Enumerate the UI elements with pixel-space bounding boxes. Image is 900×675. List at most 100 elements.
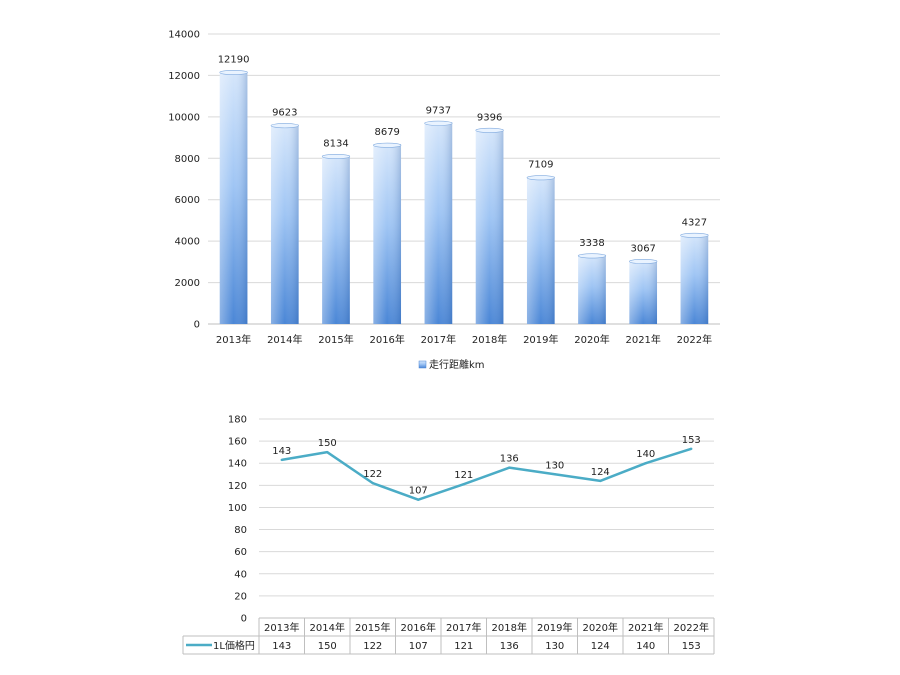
data-label: 107 bbox=[409, 486, 428, 497]
data-label: 153 bbox=[682, 435, 701, 446]
y-tick-label: 0 bbox=[241, 614, 247, 625]
table-value-cell: 107 bbox=[409, 641, 428, 652]
x-tick-label: 2020年 bbox=[574, 333, 609, 346]
data-label: 8679 bbox=[374, 127, 399, 138]
y-tick-label: 140 bbox=[228, 459, 247, 470]
y-tick-label: 60 bbox=[234, 547, 247, 558]
bar-chart-legend: 走行距離km bbox=[418, 358, 485, 371]
x-tick-label: 2018年 bbox=[472, 333, 507, 346]
bar-shade bbox=[680, 234, 709, 324]
data-label: 3067 bbox=[630, 243, 655, 254]
data-label: 121 bbox=[454, 470, 473, 481]
data-label: 12190 bbox=[218, 54, 250, 65]
table-header-cell: 2018年 bbox=[492, 621, 527, 634]
price-line bbox=[281, 447, 692, 501]
data-point bbox=[508, 466, 511, 469]
bar-shade bbox=[578, 254, 606, 324]
table-value-cell: 130 bbox=[545, 641, 564, 652]
table-value-cell: 122 bbox=[363, 641, 382, 652]
bar-cap bbox=[219, 69, 248, 75]
bar-cap bbox=[424, 120, 453, 126]
distance-bar-chart: 0 2000 4000 6000 8000 10000 12000 14000 12190 96… bbox=[168, 30, 720, 371]
x-tick-label: 2017年 bbox=[421, 333, 456, 346]
bar-cap bbox=[373, 142, 402, 148]
data-label: 9623 bbox=[272, 108, 297, 119]
y-tick-label: 4000 bbox=[175, 237, 200, 248]
data-point bbox=[417, 498, 420, 501]
y-tick-label: 180 bbox=[228, 415, 247, 426]
x-tick-label: 2016年 bbox=[369, 333, 404, 346]
x-tick-label: 2015年 bbox=[318, 333, 353, 346]
legend-label: 1L価格円 bbox=[213, 639, 255, 652]
data-label: 3338 bbox=[579, 238, 604, 249]
bar-cap bbox=[629, 258, 658, 264]
y-tick-label: 160 bbox=[228, 437, 247, 448]
table-header-cell: 2022年 bbox=[674, 621, 709, 634]
table-header-cell: 2021年 bbox=[628, 621, 663, 634]
bar-shade bbox=[270, 124, 299, 324]
table-header-cell: 2020年 bbox=[583, 621, 618, 634]
x-tick-label: 2019年 bbox=[523, 333, 558, 346]
y-tick-label: 0 bbox=[194, 320, 200, 331]
y-tick-label: 40 bbox=[234, 569, 247, 580]
table-value-cell: 143 bbox=[272, 641, 291, 652]
bar-cap bbox=[475, 127, 504, 133]
table-header-cell: 2013年 bbox=[264, 621, 299, 634]
y-tick-label: 20 bbox=[234, 591, 247, 602]
bar-shade bbox=[629, 260, 658, 324]
table-header-cell: 2016年 bbox=[401, 621, 436, 634]
data-point bbox=[462, 483, 465, 486]
bar-cap bbox=[270, 123, 299, 129]
data-label: 140 bbox=[636, 449, 655, 460]
y-tick-label: 12000 bbox=[168, 71, 200, 82]
y-tick-label: 6000 bbox=[175, 195, 200, 206]
bar-shade bbox=[475, 129, 504, 324]
data-point bbox=[644, 462, 647, 465]
bar-cap bbox=[577, 253, 607, 259]
data-point bbox=[553, 473, 556, 476]
data-label: 9737 bbox=[426, 105, 451, 116]
x-tick-label: 2014年 bbox=[267, 333, 302, 346]
x-tick-label: 2022年 bbox=[677, 333, 712, 346]
bar-shade bbox=[526, 176, 555, 324]
bar-shade bbox=[424, 122, 453, 325]
y-tick-label: 14000 bbox=[168, 30, 200, 41]
x-tick-label: 2021年 bbox=[625, 333, 660, 346]
bar-cap bbox=[680, 232, 709, 238]
data-label: 130 bbox=[545, 460, 564, 471]
data-label: 136 bbox=[500, 454, 519, 465]
data-label: 143 bbox=[272, 446, 291, 457]
data-label: 7109 bbox=[528, 160, 553, 171]
table-value-cell: 140 bbox=[636, 641, 655, 652]
y-tick-label: 10000 bbox=[168, 112, 200, 123]
data-point bbox=[371, 481, 374, 485]
data-point bbox=[280, 458, 283, 462]
data-table: 1L価格円 2013年 143 2014年 150 2015年 122 2016年 107 20… bbox=[182, 617, 715, 655]
y-tick-label: 2000 bbox=[175, 278, 200, 289]
data-label: 4327 bbox=[682, 217, 707, 228]
data-label: 150 bbox=[318, 438, 337, 449]
data-label: 124 bbox=[591, 467, 610, 478]
table-value-cell: 124 bbox=[591, 641, 610, 652]
data-label: 122 bbox=[363, 469, 382, 480]
table-value-cell: 121 bbox=[454, 641, 473, 652]
bar-shade bbox=[373, 144, 402, 324]
table-value-cell: 136 bbox=[500, 641, 519, 652]
y-tick-label: 8000 bbox=[175, 154, 200, 165]
table-value-cell: 150 bbox=[318, 641, 337, 652]
data-point bbox=[326, 450, 329, 454]
bar-shade bbox=[219, 71, 248, 324]
y-tick-label: 120 bbox=[228, 481, 247, 492]
data-point bbox=[599, 479, 602, 483]
data-label: 9396 bbox=[477, 112, 502, 123]
bar-cap bbox=[321, 154, 351, 160]
legend-label: 走行距離km bbox=[429, 358, 485, 371]
bar-cap bbox=[526, 175, 555, 181]
y-tick-label: 100 bbox=[228, 503, 247, 514]
x-tick-label: 2013年 bbox=[216, 333, 251, 346]
table-header-cell: 2014年 bbox=[310, 621, 345, 634]
data-label: 8134 bbox=[323, 139, 348, 150]
y-tick-label: 80 bbox=[234, 525, 247, 536]
legend-swatch bbox=[418, 360, 427, 369]
